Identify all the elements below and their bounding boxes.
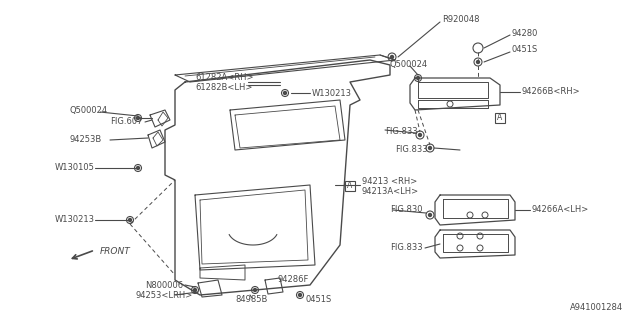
- Text: 61282A<RH>: 61282A<RH>: [195, 73, 253, 82]
- Text: W130213: W130213: [312, 89, 352, 98]
- Circle shape: [390, 55, 394, 59]
- Text: FIG.833: FIG.833: [385, 127, 418, 137]
- Text: 94253B: 94253B: [70, 135, 102, 145]
- Text: 0451S: 0451S: [305, 295, 332, 305]
- Text: 94280: 94280: [512, 28, 538, 37]
- Text: N800006: N800006: [145, 281, 183, 290]
- Circle shape: [136, 166, 140, 170]
- Text: FIG.833: FIG.833: [390, 244, 422, 252]
- Circle shape: [193, 289, 196, 292]
- Text: 94286F: 94286F: [278, 276, 309, 284]
- Circle shape: [419, 133, 422, 137]
- Text: 0451S: 0451S: [512, 45, 538, 54]
- Text: W130105: W130105: [55, 164, 95, 172]
- Text: A: A: [497, 114, 502, 123]
- Text: 94213A<LH>: 94213A<LH>: [362, 187, 419, 196]
- Circle shape: [129, 219, 131, 221]
- Circle shape: [298, 293, 301, 297]
- Text: A: A: [348, 181, 353, 190]
- Text: FIG.607: FIG.607: [110, 117, 143, 126]
- Text: R920048: R920048: [442, 15, 479, 25]
- Text: 94266A<LH>: 94266A<LH>: [532, 205, 589, 214]
- Bar: [495, 113, 505, 123]
- Text: Q500024: Q500024: [70, 106, 108, 115]
- Text: W130213: W130213: [55, 215, 95, 225]
- Circle shape: [477, 60, 479, 63]
- Text: 84985B: 84985B: [235, 295, 268, 305]
- Text: 61282B<LH>: 61282B<LH>: [195, 83, 252, 92]
- Text: 94253<LRH>: 94253<LRH>: [135, 291, 192, 300]
- Text: FIG.833: FIG.833: [395, 146, 428, 155]
- Circle shape: [417, 76, 419, 79]
- Circle shape: [136, 116, 140, 119]
- Circle shape: [253, 289, 257, 292]
- Circle shape: [284, 92, 287, 94]
- Text: FRONT: FRONT: [100, 247, 131, 257]
- Text: 94213 <RH>: 94213 <RH>: [362, 178, 417, 187]
- Bar: [345, 181, 355, 191]
- Circle shape: [429, 147, 431, 149]
- Text: 94266B<RH>: 94266B<RH>: [522, 87, 580, 97]
- Circle shape: [429, 213, 431, 217]
- Text: Q500024: Q500024: [390, 60, 428, 69]
- Text: A941001284: A941001284: [570, 303, 623, 313]
- Text: FIG.830: FIG.830: [390, 205, 422, 214]
